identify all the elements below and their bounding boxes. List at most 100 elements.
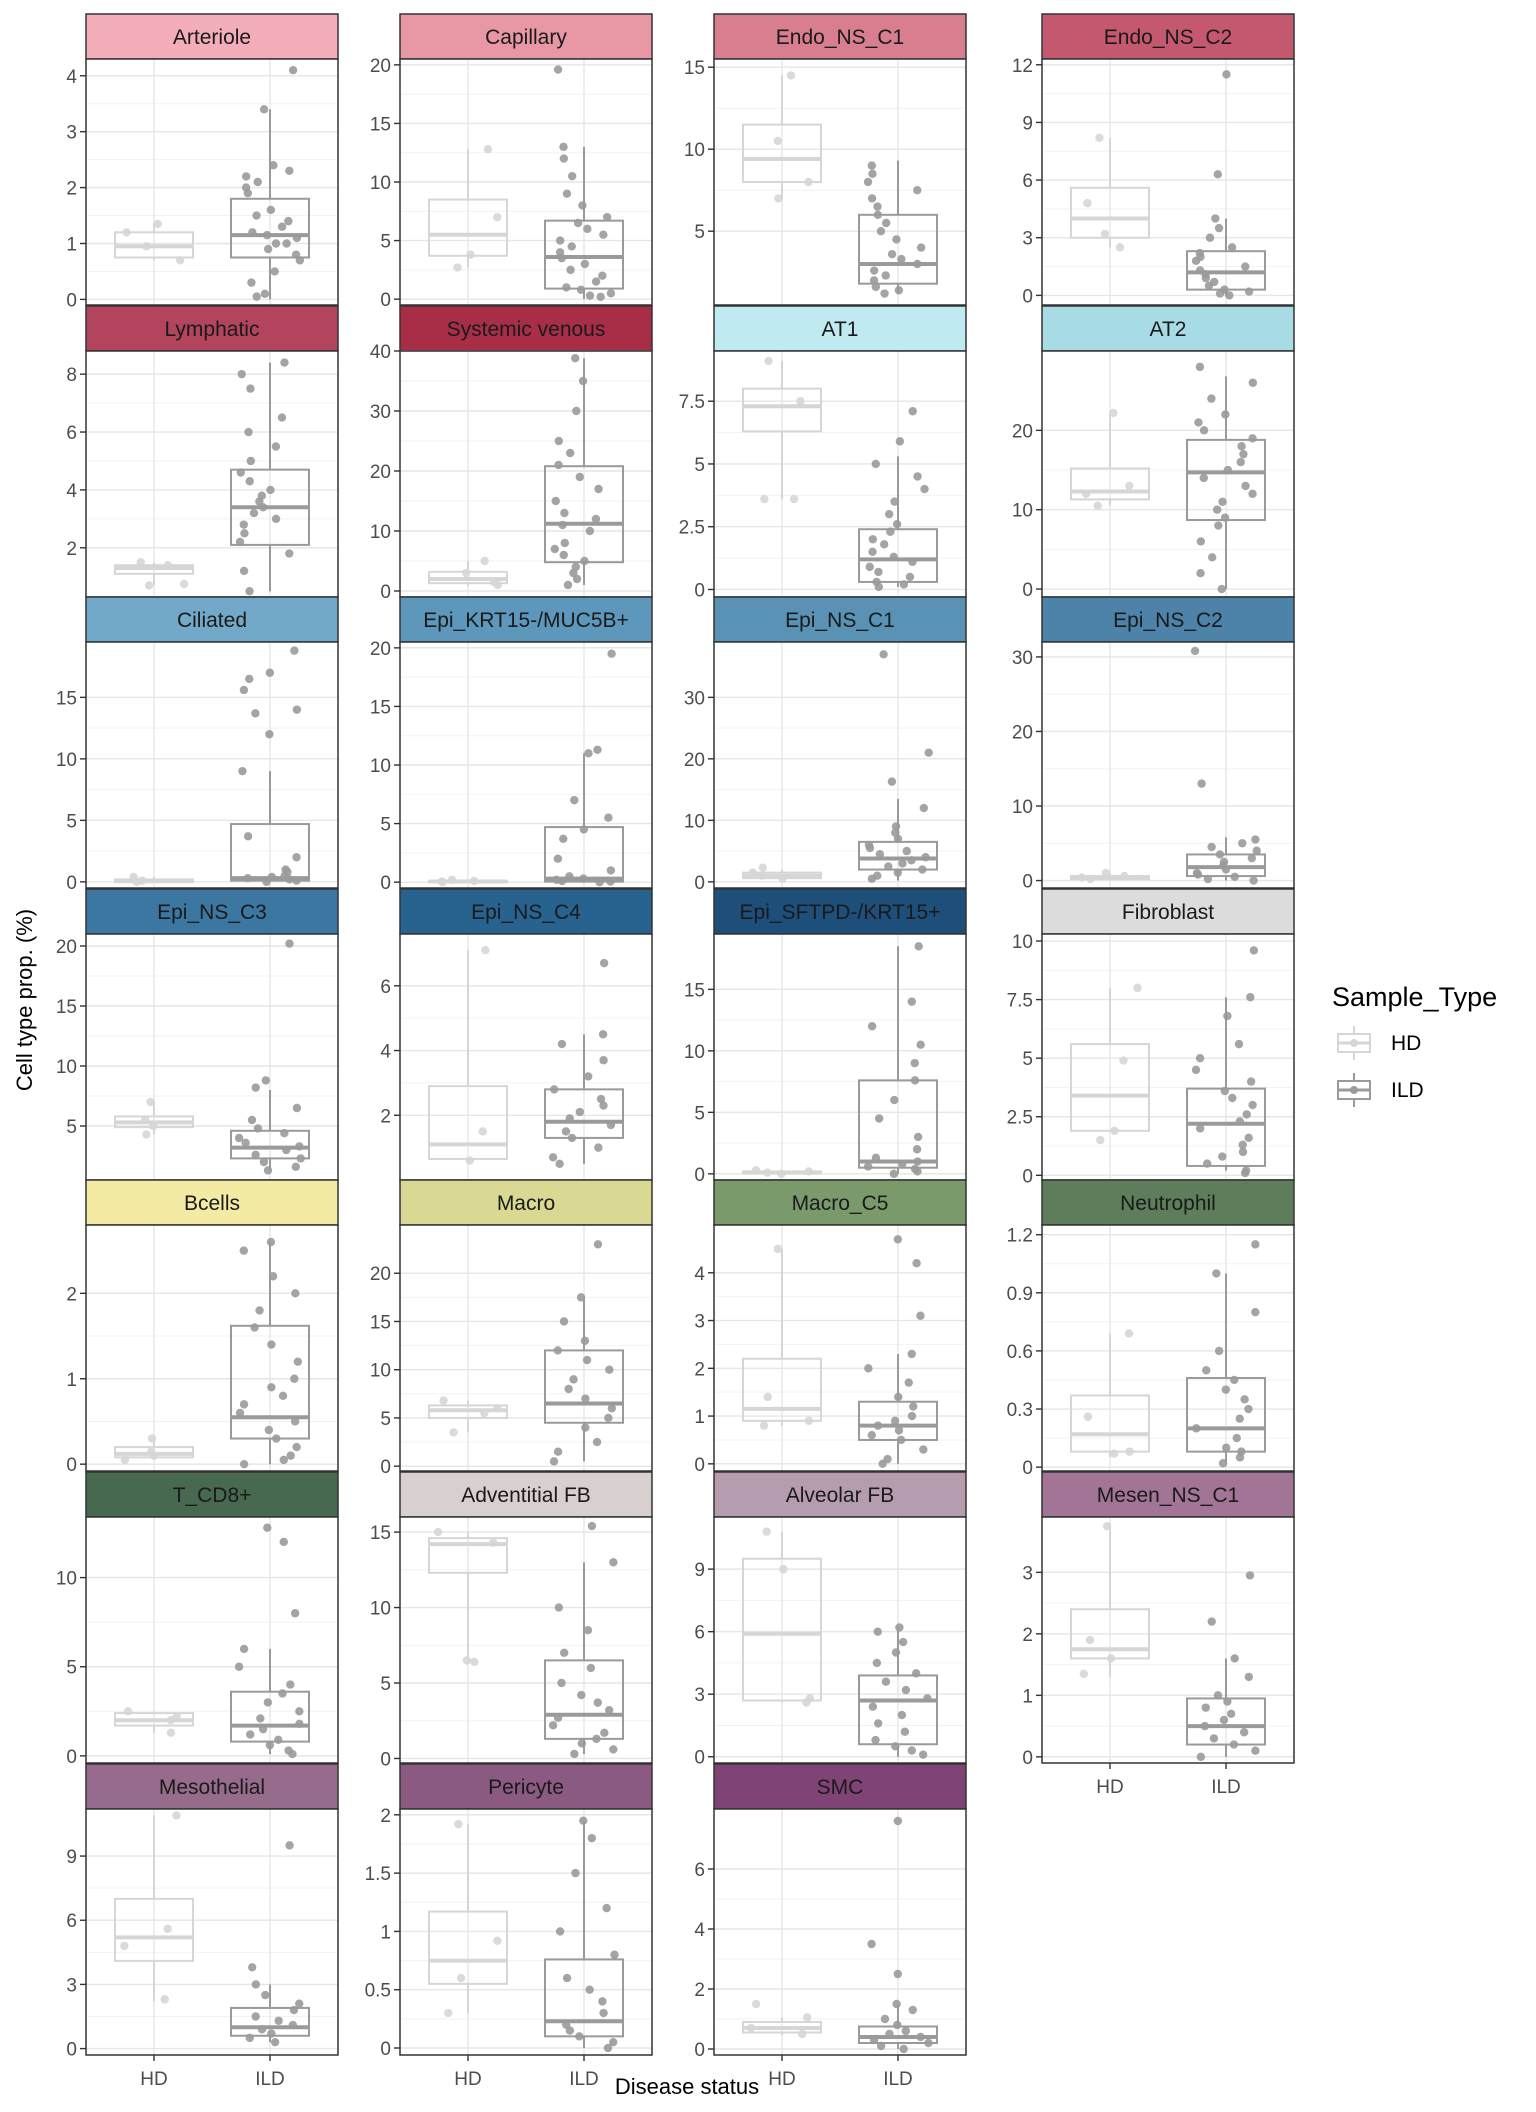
hd-point — [163, 1924, 172, 1933]
ild-point — [267, 1340, 276, 1349]
ild-point — [914, 942, 923, 951]
ild-point — [251, 1980, 261, 1989]
ild-point — [887, 777, 897, 786]
hd-point — [1085, 1635, 1095, 1645]
hd-point — [120, 1455, 130, 1465]
ild-point — [286, 1680, 295, 1689]
panel-background — [1042, 59, 1294, 305]
ild-point — [270, 267, 279, 276]
hd-point — [796, 397, 805, 406]
ild-point — [1239, 1728, 1249, 1737]
panel-border — [85, 1224, 339, 1472]
ild-point — [1213, 1691, 1223, 1700]
ild-point — [889, 1169, 899, 1179]
panel: Adventitial FB 0 5 10 15 — [370, 1471, 653, 1770]
ild-point — [867, 161, 877, 170]
ild-point — [289, 2005, 299, 2015]
ild-point — [599, 230, 608, 239]
ild-point — [251, 1083, 260, 1092]
hd-point — [140, 1115, 150, 1125]
ild-point — [558, 520, 567, 530]
ild-point — [268, 1272, 278, 1281]
ild-point — [553, 1346, 562, 1355]
ild-point — [593, 1240, 603, 1249]
ild-point — [869, 266, 879, 275]
hd-point — [136, 558, 145, 567]
ild-point — [553, 1447, 563, 1456]
panel-background — [714, 1225, 966, 1471]
hd-point — [160, 1995, 169, 2004]
ild-point — [602, 212, 612, 222]
ild-point — [259, 1157, 269, 1167]
y-tick-label: 12 — [1012, 56, 1033, 77]
ild-point — [1249, 946, 1259, 955]
ild-point — [292, 233, 302, 243]
panel: Epi_NS_C3 5 10 15 20 — [56, 888, 339, 1181]
ild-point — [573, 218, 583, 228]
ild-point — [899, 2044, 908, 2054]
strip-label: Ciliated — [177, 609, 247, 632]
ild-point — [263, 1523, 272, 1532]
ild-point — [583, 1625, 593, 1635]
ild-point — [875, 849, 885, 859]
hd-box — [1070, 467, 1150, 501]
ild-point — [598, 1030, 608, 1039]
ild-point — [898, 1637, 908, 1647]
ild-point — [561, 1127, 571, 1136]
ild-point — [907, 856, 916, 865]
ild-point — [1218, 497, 1227, 506]
y-tick-label: 2 — [694, 1359, 705, 1380]
hd-point — [179, 579, 189, 589]
ild-point — [865, 562, 874, 572]
y-tick-label: 6 — [1022, 171, 1033, 192]
hd-point — [804, 177, 813, 187]
strip-label: Epi_NS_C4 — [471, 901, 581, 924]
ild-point — [559, 1648, 569, 1658]
hd-point — [1095, 133, 1104, 142]
hd-point — [147, 1447, 156, 1456]
hd-point — [175, 256, 185, 265]
ild-point — [593, 745, 602, 754]
hd-point — [1101, 868, 1110, 878]
ild-point — [1246, 993, 1255, 1002]
ild-point — [265, 1740, 275, 1750]
ild-point — [921, 853, 930, 862]
hd-point — [454, 1819, 463, 1829]
y-tick-label: 5 — [1022, 1049, 1033, 1070]
strip-header — [1041, 13, 1295, 60]
y-tick-label: 2 — [66, 179, 77, 200]
y-tick-label: 2 — [694, 1980, 705, 2001]
panel-background — [86, 934, 338, 1180]
strip-label: Macro_C5 — [792, 1192, 889, 1215]
ild-point — [1251, 1307, 1260, 1317]
ild-point — [250, 1323, 259, 1332]
y-tick-label: 20 — [370, 1264, 391, 1285]
ild-point — [1251, 1240, 1260, 1249]
strip-label: Epi_NS_C3 — [157, 901, 267, 924]
y-tick-label: 3 — [694, 1685, 705, 1706]
ild-point — [873, 871, 882, 880]
strip-header — [399, 1763, 653, 1810]
ild-point — [604, 813, 613, 822]
panel: T_CD8+ 0 5 10 — [56, 1471, 339, 1768]
panel-border — [85, 1516, 339, 1764]
ild-point — [894, 1426, 904, 1435]
y-tick-label: 5 — [694, 1103, 705, 1124]
ild-point — [901, 2026, 911, 2036]
ild-point — [1195, 1053, 1205, 1063]
ild-point — [1218, 1459, 1228, 1468]
y-tick-label: 5 — [380, 1409, 391, 1430]
ild-point — [585, 291, 595, 300]
ild-point — [894, 286, 904, 295]
hd-point — [751, 1165, 761, 1175]
ild-point — [285, 1841, 294, 1850]
y-tick-label: 15 — [684, 58, 705, 79]
y-tick-label: 0 — [694, 1165, 705, 1186]
hd-box — [742, 1557, 822, 1702]
ild-point — [592, 1437, 602, 1447]
y-tick-label: 0 — [694, 873, 705, 894]
ild-point — [559, 550, 568, 560]
hd-point — [1079, 1669, 1088, 1679]
panel-border — [399, 1808, 653, 2056]
ild-point — [891, 828, 900, 837]
